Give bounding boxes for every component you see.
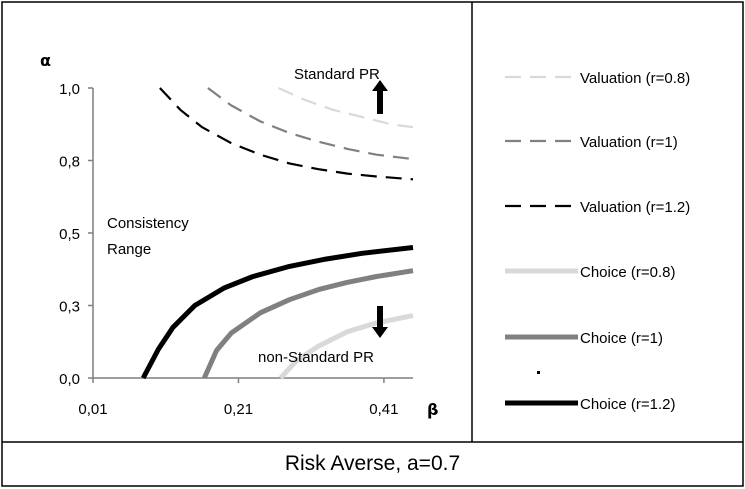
y-axis-label: α: [40, 51, 51, 70]
x-axis-label: β: [427, 400, 438, 419]
series-layer: [140, 86, 414, 380]
y-tick-label: 0,8: [59, 154, 80, 171]
legend-label-series-valuation-r-1: Valuation (r=1): [580, 134, 678, 151]
arrow-down-icon: [372, 306, 388, 338]
legend-label-series-choice-r-1-2: Choice (r=1.2): [580, 396, 675, 413]
series-choice-r-1-line: [202, 268, 414, 380]
legend: Valuation (r=0.8) Valuation (r=1) Valuatio…: [505, 70, 690, 413]
legend-label-series-choice-r-0-8: Choice (r=0.8): [580, 264, 675, 281]
standard-pr-label: Standard PR: [294, 66, 380, 83]
y-tick-label: 0,0: [59, 371, 80, 388]
y-tick-label: 0,3: [59, 299, 80, 316]
legend-label-series-choice-r-1: Choice (r=1): [580, 330, 663, 347]
series-choice-r-0-8-line: [278, 313, 414, 380]
y-tick-label: 1,0: [59, 81, 80, 98]
plot-area: 0,0 0,3 0,5 0,8 1,0 0,01 0,21 0,41: [59, 81, 414, 418]
consistency-range-label-line1: Consistency: [107, 215, 189, 232]
series-valuation-r-0-8-line: [278, 86, 414, 129]
legend-label-series-valuation-r-1-2: Valuation (r=1.2): [580, 199, 690, 216]
series-valuation-r-1-2-line: [159, 87, 414, 181]
figure-caption: Risk Averse, a=0.7: [284, 452, 461, 475]
x-tick-label: 0,21: [224, 401, 253, 418]
y-tick-label: 0,5: [59, 226, 80, 243]
series-valuation-r-1-line: [207, 87, 414, 161]
x-tick-label: 0,41: [369, 401, 398, 418]
legend-label-series-valuation-r-0-8: Valuation (r=0.8): [580, 70, 690, 87]
arrow-up-icon: [372, 80, 388, 114]
x-tick-label: 0,01: [78, 401, 107, 418]
series-choice-r-1-2-line: [140, 245, 414, 380]
non-standard-pr-label: non-Standard PR: [258, 349, 374, 366]
axis-ticks: 0,0 0,3 0,5 0,8 1,0 0,01 0,21 0,41: [59, 81, 398, 418]
consistency-range-label-line2: Range: [107, 241, 151, 258]
legend-stray-dot: [537, 371, 540, 374]
